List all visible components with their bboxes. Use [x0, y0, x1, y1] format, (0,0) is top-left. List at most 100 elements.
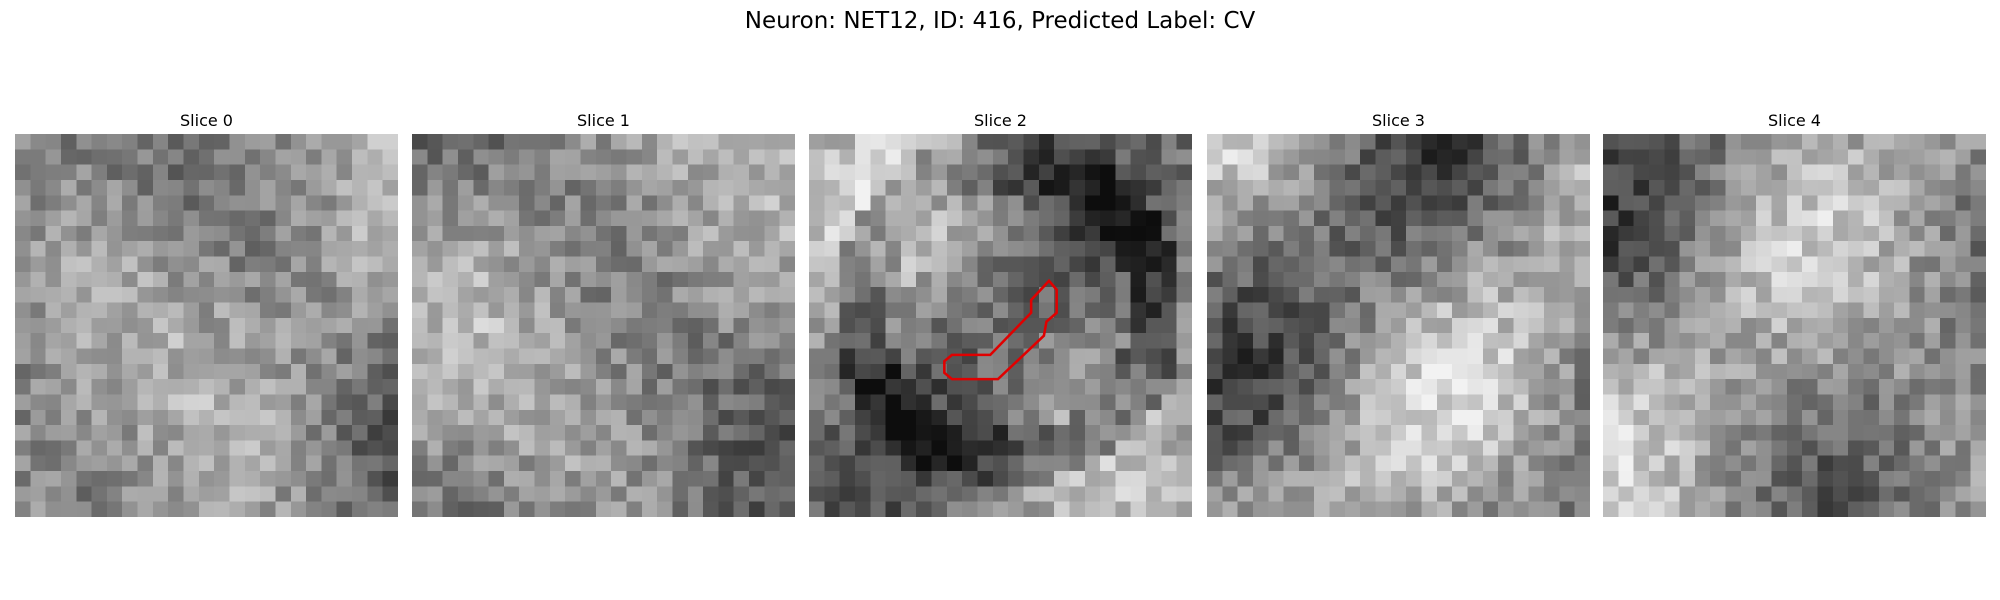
pixel [1924, 302, 1941, 318]
pixel [1452, 287, 1468, 303]
pixel [1314, 486, 1330, 502]
pixel [992, 440, 1009, 456]
pixel [519, 363, 535, 380]
pixel [321, 256, 337, 272]
pixel [214, 179, 230, 196]
pixel [1940, 134, 1956, 150]
pixel [260, 363, 276, 380]
pixel [1054, 440, 1070, 456]
pixel [1618, 394, 1634, 410]
pixel [1513, 179, 1529, 196]
pixel [749, 210, 765, 226]
pixel [1970, 471, 1986, 487]
pixel [1452, 195, 1468, 211]
pixel [1498, 501, 1514, 517]
pixel [1894, 379, 1910, 395]
pixel [1786, 409, 1803, 426]
pixel [870, 348, 886, 364]
pixel [1360, 241, 1376, 257]
pixel [749, 501, 765, 517]
pixel [1283, 287, 1299, 303]
pixel [427, 302, 443, 318]
pixel [76, 501, 92, 517]
pixel [1130, 302, 1147, 318]
pixel [1725, 179, 1741, 196]
pixel [1008, 241, 1024, 257]
pixel [457, 134, 474, 150]
pixel [1390, 394, 1407, 410]
pixel [1390, 409, 1407, 426]
pixel [1054, 164, 1070, 180]
pixel [60, 394, 77, 410]
pixel [1802, 195, 1818, 211]
pixel [733, 501, 750, 517]
pixel [382, 317, 398, 334]
pixel [1955, 409, 1971, 426]
pixel [1252, 287, 1269, 303]
pixel [1406, 256, 1422, 272]
pixel [519, 455, 535, 472]
pixel [1344, 379, 1361, 395]
pixel [595, 149, 612, 165]
pixel [1222, 302, 1238, 318]
pixel [824, 348, 840, 364]
pixel [916, 455, 932, 472]
pixel [626, 271, 642, 288]
pixel [1467, 409, 1483, 426]
slice-panel: Slice 2 [809, 108, 1192, 517]
pixel [367, 440, 383, 456]
pixel [1633, 379, 1649, 395]
pixel [764, 241, 780, 257]
pixel [1038, 501, 1055, 517]
pixel [703, 409, 719, 426]
pixel [1940, 471, 1956, 487]
pixel [91, 394, 107, 410]
pixel [1574, 501, 1590, 517]
pixel [1863, 149, 1879, 165]
pixel [1452, 501, 1468, 517]
pixel [1452, 210, 1468, 226]
pixel [595, 348, 612, 364]
pixel [1023, 394, 1039, 410]
pixel [1574, 256, 1590, 272]
pixel [1878, 317, 1895, 334]
pixel [1390, 164, 1407, 180]
pixel [1909, 348, 1925, 364]
pixel [595, 195, 612, 211]
pixel [1771, 195, 1787, 211]
pixel [900, 302, 917, 318]
pixel [367, 164, 383, 180]
pixel [749, 440, 765, 456]
pixel [1360, 348, 1376, 364]
pixel [306, 471, 322, 487]
pixel [352, 317, 368, 334]
pixel [916, 471, 932, 487]
pixel [382, 486, 398, 502]
pixel [1909, 501, 1925, 517]
pixel [779, 333, 795, 349]
pixel [764, 210, 780, 226]
pixel [1909, 333, 1925, 349]
pixel [1314, 440, 1330, 456]
pixel [1467, 471, 1483, 487]
pixel [657, 471, 673, 487]
pixel [30, 179, 46, 196]
pixel [1528, 241, 1545, 257]
pixel [1694, 302, 1711, 318]
pixel [1863, 333, 1879, 349]
slice-panel: Slice 4 [1603, 108, 1986, 517]
pixel [1559, 256, 1575, 272]
pixel [1115, 210, 1131, 226]
pixel [1008, 210, 1024, 226]
pixel [1329, 225, 1345, 242]
pixel [1329, 287, 1345, 303]
slice-title: Slice 4 [1768, 111, 1821, 130]
pixel [260, 302, 276, 318]
pixel [641, 256, 658, 272]
pixel [1329, 271, 1345, 288]
pixel [1054, 394, 1070, 410]
pixel [1817, 486, 1833, 502]
pixel [1314, 225, 1330, 242]
pixel [1467, 455, 1483, 472]
pixel [1452, 471, 1468, 487]
